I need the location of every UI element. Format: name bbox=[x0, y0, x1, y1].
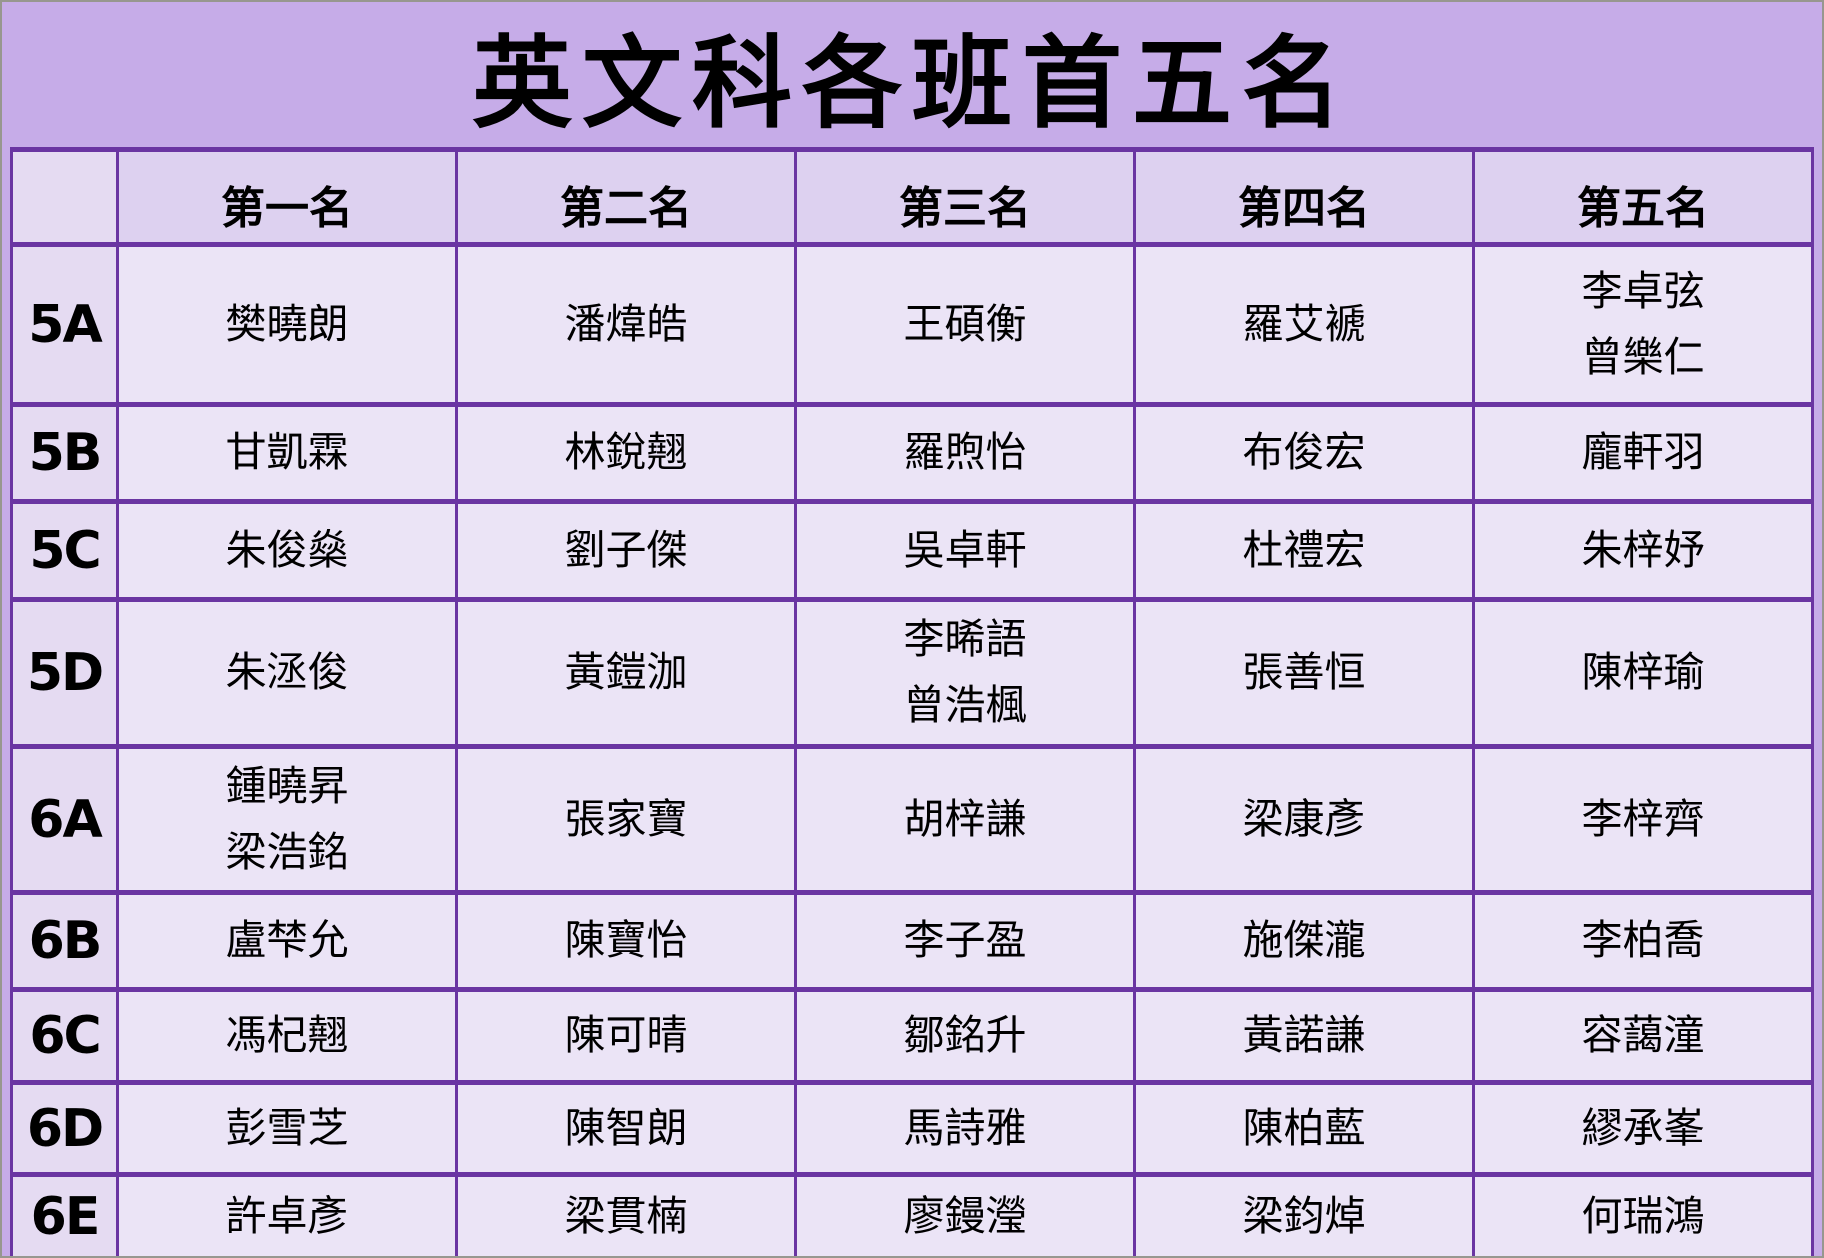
table-cell: 吳卓軒 bbox=[794, 499, 1136, 602]
table-row-5b: 5B 甘凱霖 林銳翹 羅煦怡 布俊宏 龐軒羽 bbox=[10, 402, 1814, 504]
table-cell: 潘煒皓 bbox=[455, 242, 797, 407]
table-cell: 林銳翹 bbox=[455, 402, 797, 504]
table-cell: 黃諾謙 bbox=[1133, 987, 1475, 1085]
table-cell: 朱梓妤 bbox=[1472, 499, 1814, 602]
table-cell: 李子盈 bbox=[794, 890, 1136, 992]
col-header-rank-3: 第三名 bbox=[794, 147, 1136, 247]
table-cell: 梁康彥 bbox=[1133, 744, 1475, 895]
table-row-5a: 5A 樊曉朗 潘煒皓 王碩衡 羅艾褫 李卓弦 曾樂仁 bbox=[10, 242, 1814, 407]
table-cell: 李卓弦 曾樂仁 bbox=[1472, 242, 1814, 407]
table-cell: 彭雪芝 bbox=[116, 1080, 458, 1177]
table-cell: 馬詩雅 bbox=[794, 1080, 1136, 1177]
table-cell: 李梓齊 bbox=[1472, 744, 1814, 895]
table-cell: 陳寶怡 bbox=[455, 890, 797, 992]
table-row-5d: 5D 朱洆俊 黃鎧泇 李晞語 曾浩楓 張善恒 陳梓瑜 bbox=[10, 597, 1814, 749]
ranking-table: 第一名 第二名 第三名 第四名 第五名 5A 樊曉朗 潘煒皓 王碩衡 羅艾褫 李… bbox=[10, 147, 1814, 1256]
table-cell: 鄒銘升 bbox=[794, 987, 1136, 1085]
table-cell: 陳可晴 bbox=[455, 987, 797, 1085]
row-label-5a: 5A bbox=[10, 242, 119, 407]
table-cell: 朱俊燊 bbox=[116, 499, 458, 602]
table-row-6c: 6C 馮杞翹 陳可晴 鄒銘升 黃諾謙 容藹潼 bbox=[10, 987, 1814, 1085]
table-cell: 鍾曉昇 梁浩銘 bbox=[116, 744, 458, 895]
page-title: 英文科各班首五名 bbox=[472, 25, 1352, 142]
row-label-6b: 6B bbox=[10, 890, 119, 992]
table-row-6a: 6A 鍾曉昇 梁浩銘 張家寶 胡梓謙 梁康彥 李梓齊 bbox=[10, 744, 1814, 895]
table-cell: 胡梓謙 bbox=[794, 744, 1136, 895]
row-label-5c: 5C bbox=[10, 499, 119, 602]
table-cell: 馮杞翹 bbox=[116, 987, 458, 1085]
table-cell: 李晞語 曾浩楓 bbox=[794, 597, 1136, 749]
table-cell: 陳柏藍 bbox=[1133, 1080, 1475, 1177]
table-cell: 張善恒 bbox=[1133, 597, 1475, 749]
row-label-6d: 6D bbox=[10, 1080, 119, 1177]
table-cell: 布俊宏 bbox=[1133, 402, 1475, 504]
table-cell: 龐軒羽 bbox=[1472, 402, 1814, 504]
table-cell: 杜禮宏 bbox=[1133, 499, 1475, 602]
table-cell: 甘凱霖 bbox=[116, 402, 458, 504]
table-row-6d: 6D 彭雪芝 陳智朗 馬詩雅 陳柏藍 繆承峯 bbox=[10, 1080, 1814, 1177]
table-cell: 施傑瀧 bbox=[1133, 890, 1475, 992]
col-header-rank-4: 第四名 bbox=[1133, 147, 1475, 247]
table-cell: 何瑞鴻 bbox=[1472, 1172, 1814, 1256]
table-cell: 樊曉朗 bbox=[116, 242, 458, 407]
row-label-5d: 5D bbox=[10, 597, 119, 749]
table-cell: 梁鈞焯 bbox=[1133, 1172, 1475, 1256]
table-cell: 黃鎧泇 bbox=[455, 597, 797, 749]
table-cell: 容藹潼 bbox=[1472, 987, 1814, 1085]
corner-cell bbox=[10, 147, 119, 247]
table-cell: 羅艾褫 bbox=[1133, 242, 1475, 407]
col-header-rank-5: 第五名 bbox=[1472, 147, 1814, 247]
table-cell: 許卓彥 bbox=[116, 1172, 458, 1256]
col-header-rank-1: 第一名 bbox=[116, 147, 458, 247]
table-cell: 繆承峯 bbox=[1472, 1080, 1814, 1177]
table-row-6e: 6E 許卓彥 梁貫楠 廖鏝瀅 梁鈞焯 何瑞鴻 bbox=[10, 1172, 1814, 1256]
table-cell: 羅煦怡 bbox=[794, 402, 1136, 504]
table-cell: 陳梓瑜 bbox=[1472, 597, 1814, 749]
table-cell: 朱洆俊 bbox=[116, 597, 458, 749]
row-label-5b: 5B bbox=[10, 402, 119, 504]
table-row-6b: 6B 盧梺允 陳寶怡 李子盈 施傑瀧 李柏喬 bbox=[10, 890, 1814, 992]
row-label-6e: 6E bbox=[10, 1172, 119, 1256]
table-cell: 王碩衡 bbox=[794, 242, 1136, 407]
table-cell: 劉子傑 bbox=[455, 499, 797, 602]
row-label-6a: 6A bbox=[10, 744, 119, 895]
table-cell: 李柏喬 bbox=[1472, 890, 1814, 992]
table-cell: 梁貫楠 bbox=[455, 1172, 797, 1256]
table-cell: 張家寶 bbox=[455, 744, 797, 895]
row-label-6c: 6C bbox=[10, 987, 119, 1085]
table-cell: 盧梺允 bbox=[116, 890, 458, 992]
table-cell: 陳智朗 bbox=[455, 1080, 797, 1177]
table-cell: 廖鏝瀅 bbox=[794, 1172, 1136, 1256]
header-row: 第一名 第二名 第三名 第四名 第五名 bbox=[10, 147, 1814, 247]
col-header-rank-2: 第二名 bbox=[455, 147, 797, 247]
table-row-5c: 5C 朱俊燊 劉子傑 吳卓軒 杜禮宏 朱梓妤 bbox=[10, 499, 1814, 602]
